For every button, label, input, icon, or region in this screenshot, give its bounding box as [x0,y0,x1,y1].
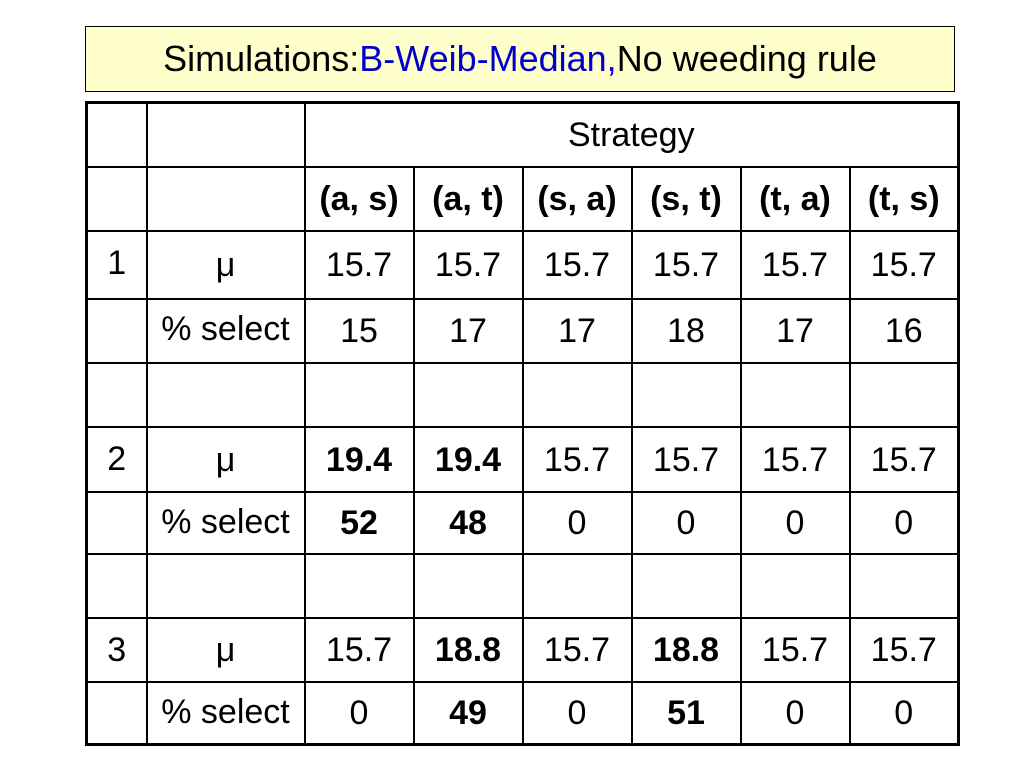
select-value: 17 [521,298,633,365]
select-value: 0 [303,681,415,746]
empty-cell [739,552,851,620]
empty-cell [739,362,851,429]
empty-cell [521,552,633,620]
column-header: (s, t) [630,165,742,232]
mu-value: 15.7 [848,426,960,493]
empty-cell [85,681,148,746]
select-row-1: % select 15 17 17 18 17 16 [85,298,960,365]
empty-cell [85,165,148,232]
empty-cell [412,552,524,620]
column-header: (a, s) [303,165,415,232]
mu-value: 15.7 [521,617,633,684]
empty-cell [145,552,306,620]
select-value: 0 [521,490,633,555]
select-value: 18 [630,298,742,365]
empty-cell [521,362,633,429]
select-value: 0 [630,490,742,555]
select-value: 0 [739,681,851,746]
select-value-highlight: 51 [630,681,742,746]
select-value: 17 [412,298,524,365]
header-row-strategy: Strategy [85,101,960,168]
select-value: 0 [521,681,633,746]
block-index: 2 [85,426,148,493]
select-value: 16 [848,298,960,365]
mu-value: 15.7 [848,229,960,301]
strategy-header: Strategy [303,101,960,168]
select-label: % select [145,681,306,746]
mu-value: 15.7 [521,229,633,301]
column-header: (a, t) [412,165,524,232]
empty-cell [85,298,148,365]
mu-value: 15.7 [412,229,524,301]
block-index: 1 [85,229,148,301]
slide-title: Simulations: B-Weib-Median, No weeding r… [85,26,955,92]
mu-value: 15.7 [630,426,742,493]
select-label: % select [145,298,306,365]
empty-cell [145,101,306,168]
empty-cell [85,490,148,555]
mu-value: 15.7 [739,426,851,493]
empty-cell [145,165,306,232]
results-table: Strategy (a, s) (a, t) (s, a) (s, t) (t,… [85,101,961,746]
empty-cell [303,362,415,429]
mu-value-highlight: 19.4 [412,426,524,493]
column-header: (s, a) [521,165,633,232]
select-value-highlight: 49 [412,681,524,746]
mu-label: μ [145,229,306,301]
empty-cell [630,552,742,620]
empty-cell [412,362,524,429]
title-suffix: No weeding rule [616,38,877,79]
mu-value: 15.7 [848,617,960,684]
mu-value-highlight: 18.8 [630,617,742,684]
empty-cell [145,362,306,429]
empty-cell [630,362,742,429]
select-value: 0 [848,681,960,746]
mu-label: μ [145,617,306,684]
select-value: 0 [739,490,851,555]
mu-value: 15.7 [303,229,415,301]
mu-value-highlight: 19.4 [303,426,415,493]
select-row-3: % select 0 49 0 51 0 0 [85,681,960,746]
title-accent: B-Weib-Median, [359,38,617,79]
header-row-columns: (a, s) (a, t) (s, a) (s, t) (t, a) (t, s… [85,165,960,232]
mu-value: 15.7 [630,229,742,301]
title-prefix: Simulations: [163,38,360,79]
spacer-row [85,552,960,620]
empty-cell [848,362,960,429]
mu-value: 15.7 [739,617,851,684]
mu-value: 15.7 [521,426,633,493]
mu-value-highlight: 18.8 [412,617,524,684]
mu-value: 15.7 [739,229,851,301]
select-value-highlight: 52 [303,490,415,555]
select-value: 0 [848,490,960,555]
column-header: (t, s) [848,165,960,232]
select-value-highlight: 48 [412,490,524,555]
mu-row-1: 1 μ 15.7 15.7 15.7 15.7 15.7 15.7 [85,229,960,301]
select-value: 15 [303,298,415,365]
select-row-2: % select 52 48 0 0 0 0 [85,490,960,555]
mu-row-2: 2 μ 19.4 19.4 15.7 15.7 15.7 15.7 [85,426,960,493]
select-value: 17 [739,298,851,365]
empty-cell [303,552,415,620]
empty-cell [85,101,148,168]
select-label: % select [145,490,306,555]
mu-label: μ [145,426,306,493]
block-index: 3 [85,617,148,684]
empty-cell [85,552,148,620]
empty-cell [848,552,960,620]
empty-cell [85,362,148,429]
spacer-row [85,362,960,429]
column-header: (t, a) [739,165,851,232]
mu-value: 15.7 [303,617,415,684]
mu-row-3: 3 μ 15.7 18.8 15.7 18.8 15.7 15.7 [85,617,960,684]
